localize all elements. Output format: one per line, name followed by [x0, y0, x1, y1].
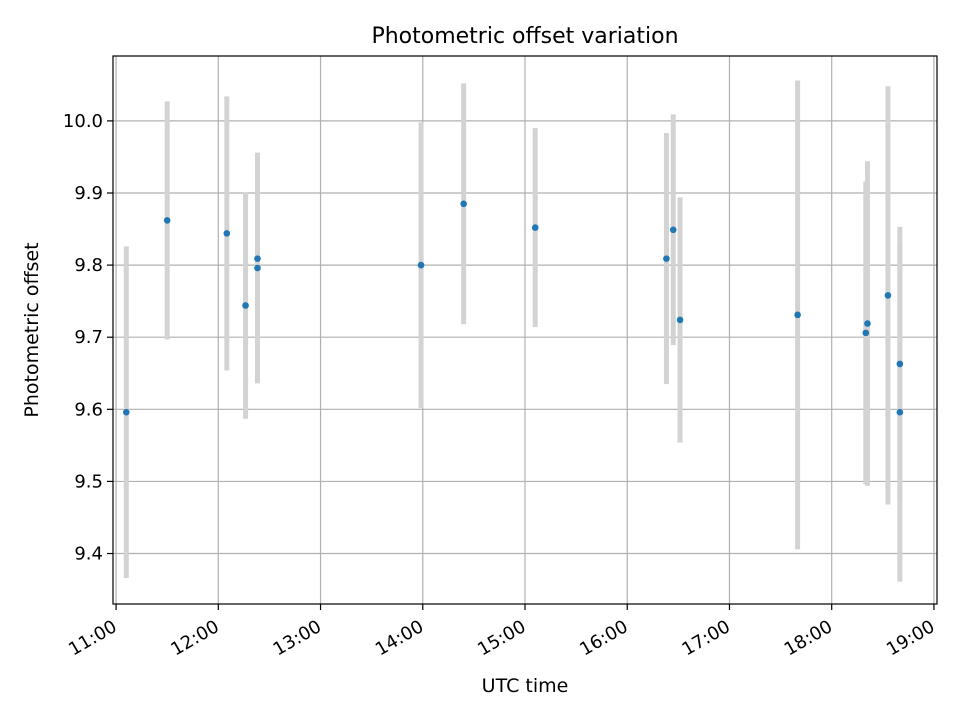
- y-tick-label: 10.0: [63, 111, 103, 132]
- data-point: [254, 255, 261, 262]
- y-tick-label: 9.9: [74, 183, 103, 204]
- data-point: [460, 200, 467, 208]
- data-point: [531, 224, 539, 231]
- data-point: [669, 226, 677, 234]
- y-axis-ticks: 9.4 9.5 9.6 9.7 9.8 9.9 10.0: [63, 111, 113, 565]
- y-tick-label: 9.8: [74, 255, 103, 276]
- y-tick-label: 9.7: [74, 327, 103, 348]
- y-tick-label: 9.4: [74, 544, 103, 565]
- data-point: [242, 302, 249, 309]
- chart-title: Photometric offset variation: [371, 24, 678, 49]
- data-point: [864, 320, 871, 327]
- data-point: [896, 360, 904, 368]
- data-point: [254, 264, 261, 272]
- data-points: [122, 200, 904, 416]
- y-tick-label: 9.5: [74, 471, 103, 492]
- data-point: [163, 217, 171, 224]
- data-point: [794, 311, 801, 319]
- data-point: [896, 408, 904, 416]
- data-point: [884, 292, 892, 299]
- data-point: [223, 230, 231, 237]
- y-axis-label: Photometric offset: [21, 242, 43, 417]
- y-tick-label: 9.6: [74, 399, 103, 420]
- data-point: [862, 329, 870, 337]
- x-axis-label: UTC time: [482, 675, 569, 697]
- data-point: [676, 316, 684, 324]
- data-point: [122, 408, 130, 416]
- data-point: [663, 255, 670, 262]
- data-point: [417, 261, 425, 269]
